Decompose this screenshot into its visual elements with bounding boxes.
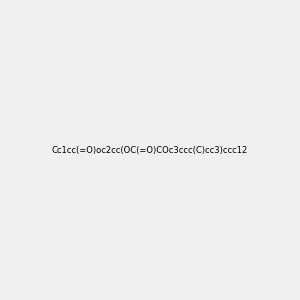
Text: Cc1cc(=O)oc2cc(OC(=O)COc3ccc(C)cc3)ccc12: Cc1cc(=O)oc2cc(OC(=O)COc3ccc(C)cc3)ccc12 [52,146,248,154]
